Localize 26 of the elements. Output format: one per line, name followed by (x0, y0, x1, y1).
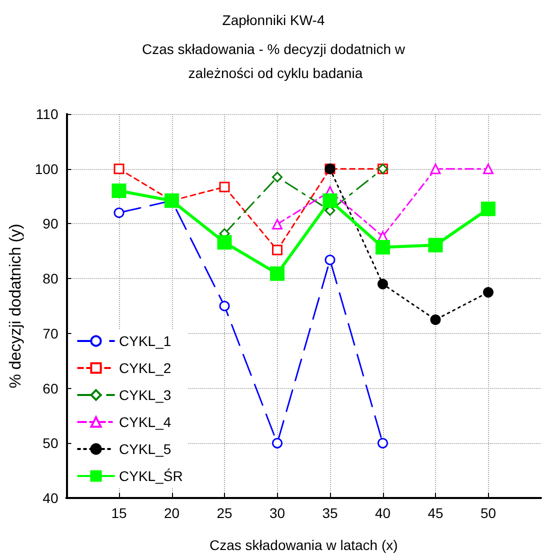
legend-label: CYKL_3 (119, 387, 172, 403)
y-tick-label: 70 (42, 325, 58, 342)
y-tick-label: 40 (42, 490, 58, 506)
y-tick-label: 80 (42, 270, 58, 287)
x-tick-label: 35 (322, 505, 338, 521)
y-axis-title: % decyzji dodatnich (y) (8, 224, 24, 388)
x-tick-label: 20 (164, 505, 180, 521)
y-tick-label: 110 (36, 106, 58, 122)
y-tick-label: 50 (42, 435, 58, 452)
legend-label: CYKL_ŚR (119, 468, 183, 484)
x-tick-label: 15 (111, 505, 128, 521)
x-tick-label: 25 (216, 505, 233, 521)
legend-label: CYKL_4 (119, 414, 172, 430)
chart-title: Zapłonniki KW-4 (222, 12, 325, 28)
x-tick-label: 30 (269, 505, 286, 521)
x-axis-title: Czas składowania w latach (x) (209, 537, 398, 553)
legend-label: CYKL_1 (119, 333, 172, 349)
y-tick-label: 100 (34, 160, 58, 177)
x-tick-label: 45 (428, 505, 444, 521)
x-tick-label: 50 (480, 505, 496, 521)
legend-label: CYKL_2 (119, 360, 172, 376)
y-tick-label: 90 (42, 216, 58, 232)
legend-label: CYKL_5 (119, 441, 172, 457)
chart-subtitle: Czas składowania - % decyzji dodatnich w zależności od cyklu badania (142, 41, 406, 81)
y-tick-label: 60 (42, 380, 58, 396)
x-tick-label: 40 (374, 505, 391, 521)
